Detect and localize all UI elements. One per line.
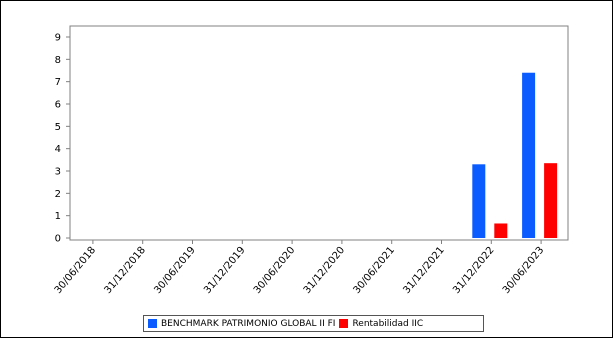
y-tick-label: 0: [55, 234, 61, 245]
y-tick-label: 4: [55, 144, 61, 155]
y-axis: 0 1 2 3 4 5 6 7 8 9: [55, 25, 569, 245]
y-tick-label: 2: [55, 189, 61, 200]
x-tick-label: 30/06/2019: [152, 245, 197, 296]
y-tick-label: 6: [55, 100, 61, 111]
x-tick-label: 31/12/2018: [103, 245, 148, 296]
x-tick-label: 30/06/2018: [53, 245, 98, 296]
x-tick-label: 31/12/2022: [451, 245, 496, 296]
y-tick-label: 5: [55, 122, 61, 133]
x-tick-label: 30/06/2020: [252, 245, 297, 296]
y-tick-label: 9: [55, 33, 61, 44]
y-tick-label: 7: [55, 77, 61, 88]
legend-swatch-rentabilidad: [339, 319, 349, 328]
y-tick-label: 3: [55, 167, 61, 178]
plot-area-border: [69, 25, 569, 241]
x-tick-label: 31/12/2020: [302, 245, 347, 296]
legend: BENCHMARK PATRIMONIO GLOBAL II FI Rentab…: [143, 315, 484, 332]
y-tick-label: 8: [55, 55, 61, 66]
legend-label-rentabilidad: Rentabilidad IIC: [352, 318, 424, 329]
y-tick-label: 1: [55, 211, 61, 222]
x-tick-label: 31/12/2019: [202, 245, 247, 296]
bar-rentabilidad: [544, 163, 558, 238]
legend-swatch-benchmark: [148, 319, 157, 328]
legend-item-rentabilidad: Rentabilidad IIC: [339, 319, 423, 329]
bar-benchmark: [472, 164, 486, 238]
x-tick-label: 30/06/2023: [501, 245, 546, 296]
legend-label-benchmark: BENCHMARK PATRIMONIO GLOBAL II FI: [161, 318, 336, 329]
x-axis: 30/06/2018 31/12/2018 30/06/2019 31/12/2019…: [53, 240, 546, 296]
bars: [472, 72, 558, 238]
bar-benchmark: [522, 72, 536, 238]
bar-rentabilidad: [494, 223, 508, 238]
legend-item-benchmark: BENCHMARK PATRIMONIO GLOBAL II FI: [148, 319, 335, 329]
x-tick-label: 31/12/2021: [401, 245, 446, 296]
x-tick-label: 30/06/2021: [352, 245, 397, 296]
